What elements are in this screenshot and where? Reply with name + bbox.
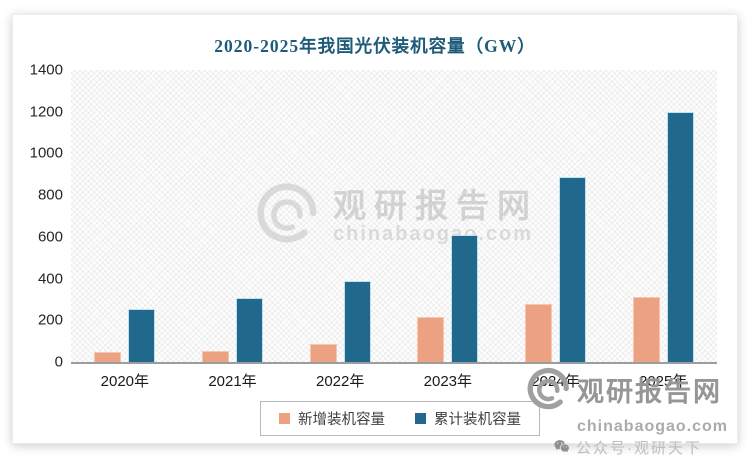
bar-group-2021年 — [179, 70, 287, 362]
bar-new-2025年 — [632, 296, 660, 362]
x-label-2025年: 2025年 — [639, 373, 688, 390]
bar-group-2023年 — [394, 70, 502, 362]
bar-group-2024年 — [502, 70, 610, 362]
x-label-2023年: 2023年 — [423, 373, 473, 390]
chart-card: 2020-2025年我国光伏装机容量（GW） 1400 1200 1000 800 60… — [12, 14, 738, 444]
x-label-2020年: 2020年 — [100, 373, 150, 390]
x-label-2024年: 2024年 — [531, 373, 580, 390]
y-tick-600: 600 — [37, 228, 63, 246]
bar-group-2020年 — [71, 70, 179, 362]
bar-new-2020年 — [94, 352, 122, 362]
bar-cumulative-2024年 — [559, 177, 587, 362]
y-tick-1200: 1200 — [29, 103, 63, 121]
y-tick-800: 800 — [37, 186, 63, 204]
y-tick-400: 400 — [37, 270, 63, 288]
y-tick-200: 200 — [37, 311, 63, 329]
legend-label-cumulative: 累计装机容量 — [434, 412, 521, 428]
x-axis-labels: 2020年 2021年 2022年 2023年 2024年 2025年 — [71, 366, 717, 392]
y-axis: 1400 1200 1000 800 600 400 200 0 — [21, 62, 71, 371]
plot-area: 观研报告网 chinabaogao.com — [71, 70, 717, 364]
bar-new-2021年 — [202, 350, 229, 362]
bar-cumulative-2021年 — [236, 298, 263, 362]
bar-group-2025年 — [609, 70, 717, 362]
bar-new-2022年 — [309, 343, 337, 362]
x-label-2021年: 2021年 — [208, 373, 257, 390]
bar-new-2023年 — [417, 316, 445, 362]
y-tick-0: 0 — [54, 353, 63, 371]
y-tick-1400: 1400 — [29, 61, 63, 79]
bar-group-2022年 — [286, 70, 394, 362]
legend-box: 新增装机容量 累计装机容量 — [260, 401, 540, 436]
legend-swatch-cumulative — [415, 413, 426, 424]
legend-label-new: 新增装机容量 — [298, 412, 385, 428]
x-label-2022年: 2022年 — [315, 373, 365, 390]
bar-cumulative-2023年 — [451, 234, 479, 362]
bar-series-container — [71, 70, 717, 362]
y-tick-1000: 1000 — [29, 144, 63, 162]
legend-item-cumulative: 累计装机容量 — [415, 408, 521, 429]
legend-swatch-new — [279, 413, 290, 424]
chart-title: 2020-2025年我国光伏装机容量（GW） — [214, 36, 536, 56]
chart-region: 1400 1200 1000 800 600 400 200 0 观研报告网 chinabao… — [21, 62, 717, 371]
legend-wrap: 新增装机容量 累计装机容量 — [38, 401, 750, 436]
bar-cumulative-2022年 — [343, 280, 371, 362]
legend-item-new: 新增装机容量 — [279, 408, 385, 429]
bar-cumulative-2020年 — [128, 309, 156, 362]
bar-cumulative-2025年 — [666, 111, 694, 362]
bar-new-2024年 — [525, 304, 553, 362]
